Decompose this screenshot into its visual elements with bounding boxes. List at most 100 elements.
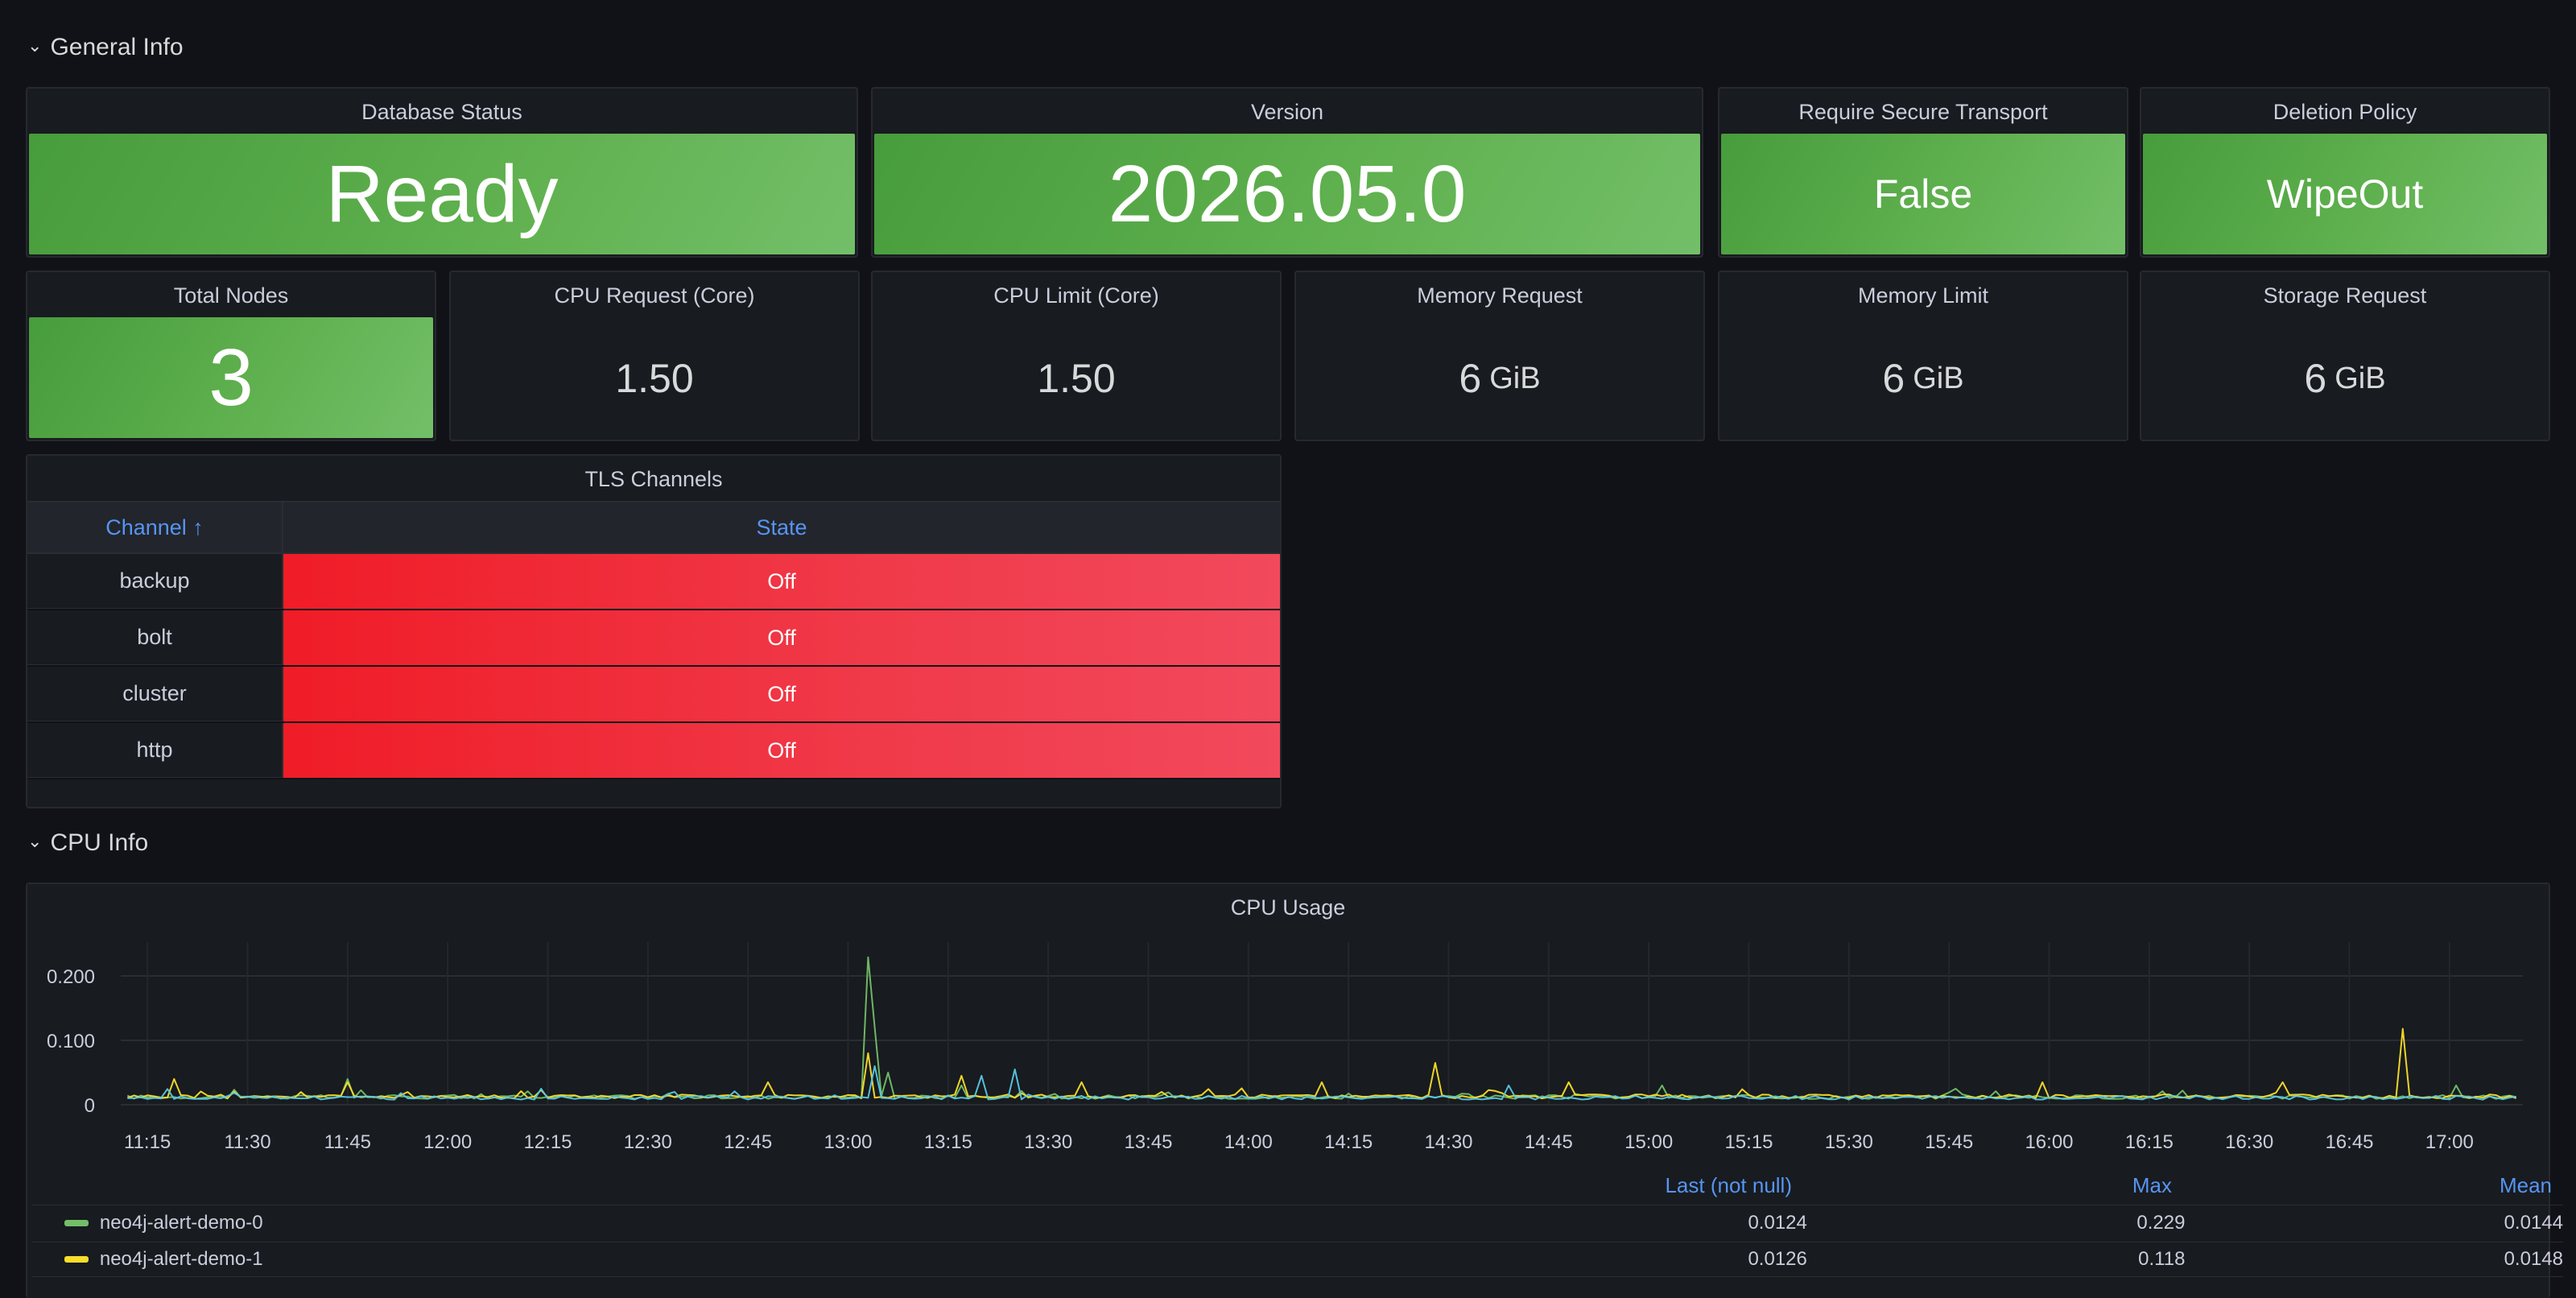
stat-value: 6 bbox=[1459, 356, 1482, 401]
tls-table: Channel ↑ State backup Off bolt Off clus… bbox=[27, 501, 1280, 779]
stat-value-wrap: 6 GiB bbox=[2141, 317, 2549, 440]
panel-title: Storage Request bbox=[2263, 283, 2427, 308]
cell-state: Off bbox=[283, 723, 1280, 778]
x-tick-label: 13:30 bbox=[1024, 1131, 1072, 1153]
row-header-general-info[interactable]: ⌄ General Info bbox=[27, 34, 184, 61]
panel-cpu-limit: CPU Limit (Core) 1.50 bbox=[871, 271, 1282, 441]
x-tick-label: 13:45 bbox=[1124, 1131, 1172, 1153]
panel-title: TLS Channels bbox=[584, 467, 723, 491]
panel-title: CPU Limit (Core) bbox=[993, 283, 1159, 308]
x-tick-label: 15:30 bbox=[1825, 1131, 1873, 1153]
cell-state: Off bbox=[283, 667, 1280, 721]
x-tick-label: 16:00 bbox=[2025, 1131, 2073, 1153]
x-tick-label: 14:30 bbox=[1424, 1131, 1472, 1153]
panel-title: Memory Request bbox=[1417, 283, 1583, 308]
x-tick-label: 16:45 bbox=[2325, 1131, 2373, 1153]
panel-total-nodes: Total Nodes 3 bbox=[26, 271, 436, 441]
panel-cpu-request: CPU Request (Core) 1.50 bbox=[449, 271, 860, 441]
legend-max: 0.118 bbox=[2138, 1248, 2186, 1270]
legend-mean: 0.0144 bbox=[2504, 1211, 2563, 1234]
chevron-down-icon: ⌄ bbox=[27, 831, 43, 851]
legend-last: 0.0126 bbox=[1748, 1248, 1807, 1270]
series-line bbox=[126, 956, 2516, 1100]
y-tick-label: 0 bbox=[85, 1095, 95, 1117]
x-tick-label: 15:45 bbox=[1925, 1131, 1973, 1153]
table-row: bolt Off bbox=[27, 610, 1280, 667]
y-tick-label: 0.100 bbox=[47, 1031, 95, 1052]
panel-require-secure-transport: Require Secure Transport False bbox=[1718, 87, 2128, 258]
x-tick-label: 16:30 bbox=[2225, 1131, 2273, 1153]
cell-channel: backup bbox=[27, 554, 283, 609]
cell-channel: http bbox=[27, 723, 283, 778]
cell-state: Off bbox=[283, 554, 1280, 609]
panel-title: CPU Request (Core) bbox=[554, 283, 755, 308]
panel-title: Version bbox=[1250, 100, 1324, 124]
legend-series-name: neo4j-alert-demo-0 bbox=[99, 1211, 263, 1234]
legend-row[interactable]: neo4j-alert-demo-1 0.0126 0.118 0.0148 bbox=[32, 1242, 2563, 1277]
x-tick-label: 12:15 bbox=[523, 1131, 572, 1153]
stat-value-wrap: 6 GiB bbox=[1296, 317, 1703, 440]
chevron-down-icon: ⌄ bbox=[27, 35, 43, 56]
stat-value: 3 bbox=[29, 317, 433, 438]
stat-value: 1.50 bbox=[615, 356, 694, 401]
table-row: cluster Off bbox=[27, 667, 1280, 723]
table-header: Channel ↑ State bbox=[27, 501, 1280, 554]
panel-tls-channels: TLS Channels Channel ↑ State backup Off … bbox=[26, 454, 1282, 808]
x-tick-label: 11:45 bbox=[324, 1131, 371, 1153]
column-header-state[interactable]: State bbox=[756, 515, 807, 539]
x-tick-label: 14:45 bbox=[1525, 1131, 1573, 1153]
column-header-channel[interactable]: Channel ↑ bbox=[27, 502, 283, 552]
x-tick-label: 11:15 bbox=[124, 1131, 171, 1153]
panel-cpu-usage: CPU Usage bbox=[26, 883, 2550, 1298]
series-line bbox=[126, 1027, 2517, 1099]
legend-swatch bbox=[64, 1219, 89, 1226]
cell-channel: bolt bbox=[27, 610, 283, 665]
panel-storage-request: Storage Request 6 GiB bbox=[2140, 271, 2550, 441]
cell-state: Off bbox=[283, 610, 1280, 665]
table-row: backup Off bbox=[27, 554, 1280, 610]
stat-unit: GiB bbox=[2334, 361, 2386, 395]
panel-title: Total Nodes bbox=[173, 283, 289, 308]
stat-value: 2026.05.0 bbox=[874, 134, 1700, 254]
x-tick-label: 11:30 bbox=[224, 1131, 270, 1153]
panel-title: Database Status bbox=[361, 100, 522, 124]
stat-value: False bbox=[1721, 134, 2125, 254]
legend-mean: 0.0148 bbox=[2504, 1248, 2563, 1270]
legend-header: Last (not null) Max Mean bbox=[32, 1169, 2563, 1201]
x-tick-label: 15:15 bbox=[1724, 1131, 1773, 1153]
x-tick-label: 12:45 bbox=[724, 1131, 772, 1153]
cell-channel: cluster bbox=[27, 667, 283, 721]
x-tick-label: 14:00 bbox=[1224, 1131, 1273, 1153]
stat-unit: GiB bbox=[1913, 361, 1964, 395]
x-tick-label: 13:00 bbox=[824, 1131, 872, 1153]
x-tick-label: 14:15 bbox=[1324, 1131, 1373, 1153]
panel-memory-limit: Memory Limit 6 GiB bbox=[1718, 271, 2128, 441]
legend-series-name: neo4j-alert-demo-1 bbox=[99, 1248, 263, 1270]
legend-last: 0.0124 bbox=[1748, 1211, 1807, 1234]
stat-value: 6 bbox=[1882, 356, 1905, 401]
panel-title: Require Secure Transport bbox=[1798, 100, 2048, 124]
stat-value: 6 bbox=[2304, 356, 2327, 401]
legend-max: 0.229 bbox=[2136, 1211, 2186, 1234]
legend-col-mean[interactable]: Mean bbox=[2499, 1172, 2552, 1197]
panel-version: Version 2026.05.0 bbox=[871, 87, 1703, 258]
stat-value: WipeOut bbox=[2143, 134, 2547, 254]
legend-col-max[interactable]: Max bbox=[2132, 1172, 2172, 1197]
stat-value-wrap: 6 GiB bbox=[1719, 317, 2127, 440]
stat-value: 1.50 bbox=[1037, 356, 1116, 401]
stat-value: Ready bbox=[29, 134, 855, 254]
legend-swatch bbox=[64, 1256, 89, 1263]
panel-title: CPU Usage bbox=[1230, 895, 1346, 920]
x-tick-label: 13:15 bbox=[924, 1131, 972, 1153]
stat-unit: GiB bbox=[1489, 361, 1541, 395]
legend-row[interactable]: neo4j-alert-demo-0 0.0124 0.229 0.0144 bbox=[32, 1205, 2563, 1240]
x-tick-label: 12:30 bbox=[624, 1131, 672, 1153]
x-tick-label: 15:00 bbox=[1624, 1131, 1673, 1153]
row-title: CPU Info bbox=[50, 829, 149, 856]
panel-title: Memory Limit bbox=[1857, 283, 1988, 308]
row-header-cpu-info[interactable]: ⌄ CPU Info bbox=[27, 829, 148, 857]
legend-col-last[interactable]: Last (not null) bbox=[1665, 1172, 1792, 1197]
row-title: General Info bbox=[50, 34, 184, 60]
x-tick-label: 12:00 bbox=[423, 1131, 472, 1153]
